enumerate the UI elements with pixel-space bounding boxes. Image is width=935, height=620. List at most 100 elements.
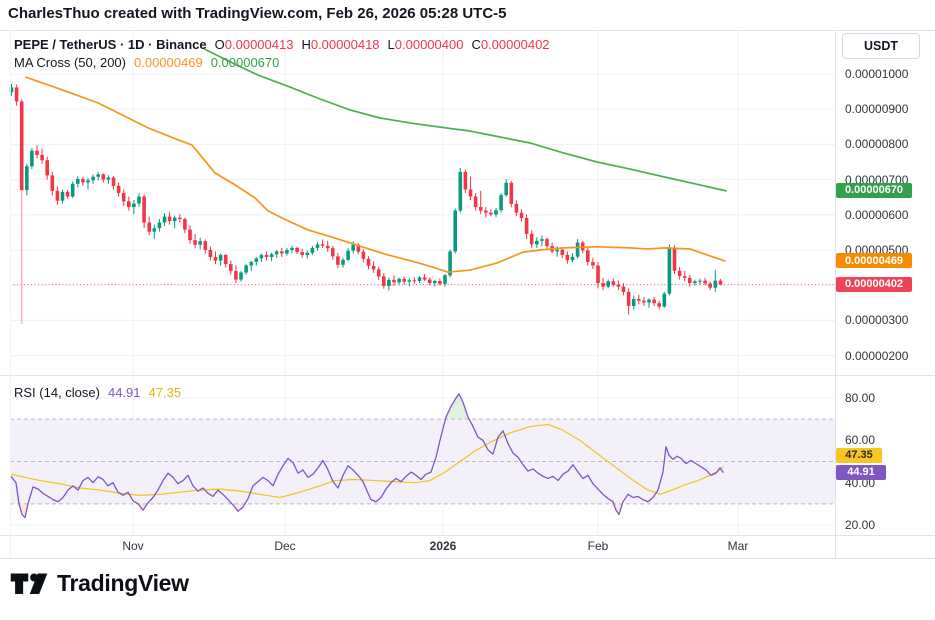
candle-body <box>652 299 656 304</box>
candle-body <box>560 249 565 255</box>
candle-body <box>591 261 595 266</box>
symbol-legend[interactable]: PEPE / TetherUS · 1D · Binance O0.000004… <box>14 37 550 52</box>
candle-body <box>504 182 508 196</box>
candle-body <box>575 242 580 257</box>
candle-body <box>259 254 264 259</box>
candle-body <box>9 87 14 93</box>
candle-body <box>667 247 672 294</box>
candle-body <box>315 244 320 248</box>
candle-body <box>524 217 529 234</box>
tradingview-watermark[interactable]: TradingView <box>10 569 189 597</box>
candle-body <box>570 256 575 261</box>
candle-body <box>341 259 345 265</box>
candle-body <box>443 275 447 284</box>
candle-body <box>708 283 712 288</box>
rsi-line <box>10 393 724 519</box>
ma-cross-legend[interactable]: MA Cross (50, 200) 0.00000469 0.00000670 <box>14 55 279 70</box>
candle-body <box>463 171 468 190</box>
ohlc-high: H0.00000418 <box>301 37 380 52</box>
tradingview-logo-text: TradingView <box>57 569 189 596</box>
rsi-tick-label[interactable]: 80.00 <box>845 391 876 405</box>
candle-body <box>397 278 401 283</box>
candle-body <box>509 182 514 204</box>
candle-body <box>433 280 437 284</box>
symbol-title[interactable]: PEPE / TetherUS · 1D · Binance <box>14 37 207 52</box>
candle-body <box>637 298 641 301</box>
candle-body <box>152 228 157 232</box>
candle-body <box>127 201 131 208</box>
candle-body <box>218 254 223 261</box>
candle-body <box>616 284 621 287</box>
frame-left-border <box>10 30 11 558</box>
ma-cross-title[interactable]: MA Cross (50, 200) <box>14 55 126 70</box>
rsi-tick-label[interactable]: 20.00 <box>845 518 876 533</box>
candle-body <box>657 303 661 307</box>
candle-body <box>193 240 197 245</box>
candle-body <box>116 185 121 193</box>
ohlc-open: O0.00000413 <box>214 37 294 52</box>
candle-body <box>244 265 248 273</box>
pane-separator[interactable] <box>0 375 935 376</box>
candle-body <box>601 283 605 287</box>
rsi-legend[interactable]: RSI (14, close) 44.91 47.35 <box>14 385 181 400</box>
candle-body <box>535 240 539 245</box>
candle-body <box>142 196 146 223</box>
time-tick-label[interactable]: 2026 <box>429 539 457 553</box>
candle-body <box>30 150 34 167</box>
candle-body <box>662 293 667 307</box>
candle-body <box>178 217 182 220</box>
currency-toggle-button[interactable]: USDT <box>842 33 920 59</box>
rsi-value: 44.91 <box>107 385 141 400</box>
candle-body <box>14 87 19 102</box>
candle-body <box>172 217 177 222</box>
rsi-badge: 44.91 <box>836 464 886 480</box>
price-axis-border <box>835 30 836 558</box>
candle-body <box>412 280 417 282</box>
candle-body <box>371 265 376 270</box>
candle-body <box>453 210 457 252</box>
frame-bottom-border <box>0 558 935 559</box>
candle-body <box>407 280 412 282</box>
candle-body <box>682 276 687 278</box>
candle-body <box>484 210 488 213</box>
candle-body <box>565 254 570 261</box>
price-tick-label[interactable]: 0.00000900 <box>845 102 909 117</box>
candle-body <box>713 280 718 288</box>
candle-body <box>208 250 213 258</box>
price-tick-label[interactable]: 0.00000600 <box>845 207 909 222</box>
candle-body <box>626 291 631 306</box>
candle-body <box>494 210 498 215</box>
tradingview-logo-icon <box>10 573 48 594</box>
time-tick-label[interactable]: Dec <box>274 539 296 553</box>
time-tick-label[interactable]: Feb <box>587 539 609 553</box>
frame-top-border <box>0 30 935 31</box>
candle-body <box>229 264 233 272</box>
price-tick-label[interactable]: 0.00000200 <box>845 348 909 363</box>
candle-body <box>132 203 136 208</box>
candle-body <box>448 251 452 276</box>
time-tick-label[interactable]: Mar <box>727 539 749 553</box>
price-tick-label[interactable]: 0.00000800 <box>845 137 909 152</box>
rsi-title[interactable]: RSI (14, close) <box>14 385 100 400</box>
price-tick-label[interactable]: 0.00000300 <box>845 313 909 328</box>
price-badge: 0.00000469 <box>836 253 912 269</box>
candle-body <box>382 276 386 286</box>
rsi-tick-label[interactable]: 60.00 <box>845 433 876 448</box>
candle-body <box>239 272 243 280</box>
time-tick-label[interactable]: Nov <box>122 539 144 553</box>
rsi-oversold-fill <box>232 503 245 512</box>
candle-body <box>101 174 106 180</box>
candle-body <box>478 207 483 211</box>
candle-body <box>596 265 600 284</box>
candle-body <box>280 251 284 254</box>
candle-body <box>162 216 167 223</box>
candle-body <box>642 300 646 303</box>
candle-body <box>183 219 187 230</box>
candle-body <box>417 277 422 281</box>
candle-body <box>514 203 519 213</box>
price-tick-label[interactable]: 0.00001000 <box>845 67 909 81</box>
candle-body <box>188 229 192 241</box>
candle-body <box>693 281 697 284</box>
time-axis-border <box>0 535 935 536</box>
